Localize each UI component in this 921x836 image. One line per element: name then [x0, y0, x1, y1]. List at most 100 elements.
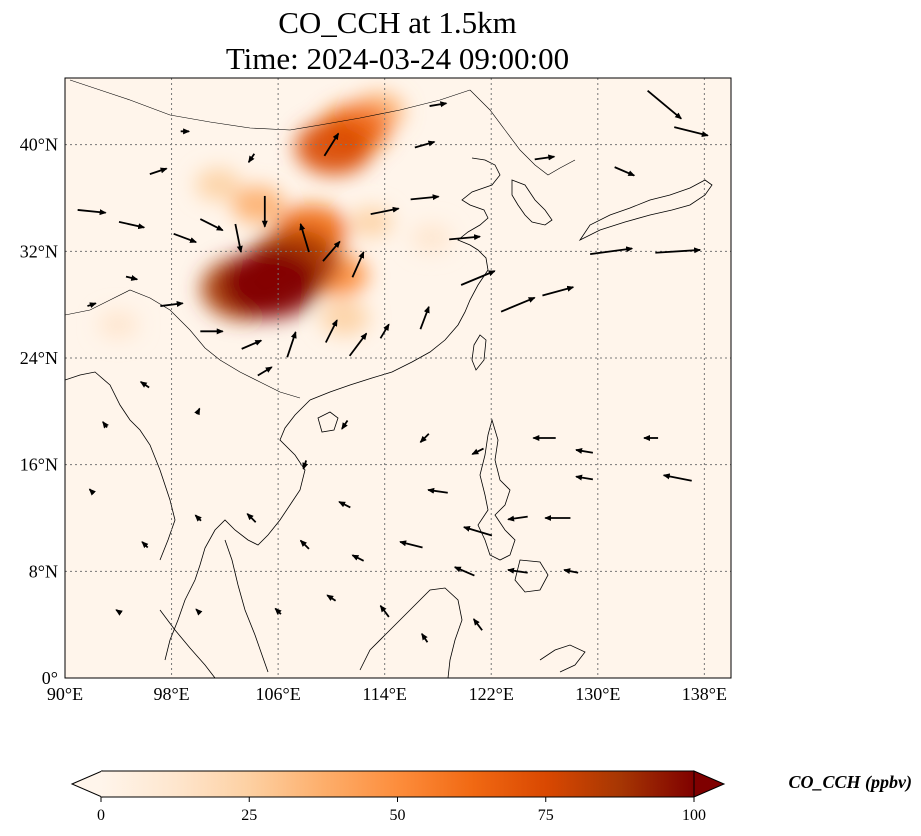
- wind-arrow: [370, 206, 400, 216]
- wind-arrow: [149, 167, 168, 175]
- colorbar: 0 25 50 75 100 CO_CCH (ppbv): [70, 770, 913, 824]
- wind-arrow: [160, 301, 184, 307]
- lon-tick-label: 138°E: [682, 684, 727, 704]
- wind-arrow: [125, 275, 139, 281]
- wind-arrow: [102, 421, 109, 429]
- wind-arrow: [647, 89, 682, 120]
- hainan-coastline: [317, 411, 339, 433]
- mongolia-border: [69, 79, 471, 131]
- wind-arrow: [379, 323, 390, 339]
- wind-arrow: [399, 540, 423, 549]
- lat-tick-label: 8°N: [29, 561, 58, 581]
- japan-coastline: [578, 179, 713, 242]
- colorbar-tick-label: 50: [390, 807, 406, 824]
- wind-arrow: [590, 246, 634, 256]
- wind-arrow: [141, 541, 149, 549]
- wind-arrow: [195, 608, 203, 616]
- plume-10: [295, 119, 373, 175]
- wind-arrow: [662, 473, 692, 482]
- plume-3: [195, 168, 241, 201]
- colorbar-tick-label: 100: [682, 807, 706, 824]
- colorbar-tick-label: 75: [538, 807, 554, 824]
- wind-arrow: [379, 604, 390, 618]
- wind-arrow: [575, 474, 594, 481]
- taiwan-coastline: [471, 334, 487, 371]
- wind-arrow: [534, 154, 556, 161]
- latitude-ticks: 0° 8°N 16°N 24°N 32°N 40°N: [20, 135, 58, 688]
- lat-tick-label: 24°N: [20, 348, 58, 368]
- lat-tick-label: 32°N: [20, 241, 58, 261]
- wind-arrow: [246, 513, 257, 523]
- wind-arrow: [115, 609, 123, 616]
- wind-arrow: [348, 332, 368, 357]
- colorbar-tick-label: 0: [97, 807, 105, 824]
- wind-arrow: [234, 223, 243, 253]
- wind-arrow: [88, 488, 96, 496]
- map-title-line-1: CO_CCH at 1.5km: [278, 5, 517, 40]
- wind-arrow: [427, 487, 448, 494]
- wind-arrow: [419, 305, 430, 330]
- wind-arrow: [87, 302, 97, 309]
- map-title-line-2: Time: 2024-03-24 09:00:00: [225, 41, 570, 76]
- wind-arrow: [500, 296, 536, 313]
- colorbar-extend-min: [70, 770, 103, 798]
- wind-arrow: [575, 447, 594, 454]
- lat-tick-label: 16°N: [20, 455, 58, 475]
- wind-arrow: [449, 234, 481, 241]
- malay-peninsula-coastline: [224, 539, 269, 673]
- wind-arrow: [462, 525, 493, 537]
- china-inland-border: [65, 289, 301, 399]
- lon-tick-label: 90°E: [47, 684, 83, 704]
- longitude-ticks: 90°E 98°E 106°E 114°E 122°E 130°E 138°E: [47, 684, 727, 704]
- wind-arrow: [139, 381, 150, 389]
- colorbar-extend-max: [693, 770, 726, 798]
- philippines-coastline: [477, 418, 516, 561]
- wind-arrow: [614, 166, 636, 177]
- wind-arrow: [351, 251, 365, 278]
- wind-arrow: [655, 247, 702, 254]
- wind-arrow: [421, 632, 429, 643]
- wind-arrow: [507, 515, 528, 522]
- wind-arrow: [247, 153, 256, 164]
- wind-arrow: [453, 566, 475, 577]
- colorbar-ticks: 0 25 50 75 100: [97, 797, 706, 824]
- wind-arrow: [322, 240, 341, 262]
- wind-arrow: [338, 501, 351, 509]
- wind-arrow: [199, 218, 224, 232]
- china-coastline: [309, 157, 501, 401]
- wind-arrow: [563, 568, 579, 575]
- wind-arrow: [173, 232, 198, 244]
- wind-arrow: [326, 594, 337, 602]
- wind-arrow: [542, 285, 575, 297]
- wind-arrow: [194, 407, 201, 416]
- wind-arrow: [241, 339, 263, 350]
- wind-arrow: [341, 419, 349, 430]
- colorbar-label: CO_CCH (ppbv): [789, 772, 913, 793]
- colorbar-gradient: [101, 771, 695, 797]
- lon-tick-label: 122°E: [469, 684, 514, 704]
- wind-arrow: [414, 140, 436, 149]
- plume-6: [231, 185, 285, 224]
- wind-arrow: [323, 132, 340, 157]
- lon-tick-label: 114°E: [362, 684, 407, 704]
- plume-0: [411, 223, 452, 253]
- wind-arrow: [194, 514, 202, 522]
- wind-arrow: [286, 331, 297, 358]
- wind-arrow: [77, 209, 107, 216]
- lon-tick-label: 130°E: [575, 684, 620, 704]
- map-frame: [64, 77, 732, 679]
- sumatra-coastline: [159, 609, 216, 678]
- plume-1: [97, 310, 139, 340]
- manchuria-border: [469, 89, 576, 176]
- bay-of-bengal-coastline: [65, 371, 176, 561]
- wind-arrow: [302, 460, 309, 470]
- lon-tick-label: 106°E: [256, 684, 301, 704]
- lat-tick-label: 40°N: [20, 135, 58, 155]
- wind-arrow: [410, 194, 440, 201]
- lon-tick-label: 98°E: [153, 684, 189, 704]
- wind-arrow: [419, 433, 430, 443]
- korea-coastline: [511, 179, 553, 226]
- wind-vectors: [77, 89, 709, 643]
- plume-2: [350, 207, 393, 237]
